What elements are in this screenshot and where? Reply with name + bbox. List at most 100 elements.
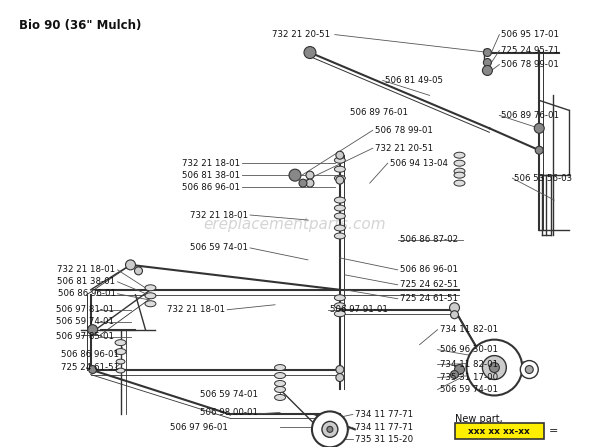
Text: 734 11 77-71: 734 11 77-71: [355, 423, 413, 432]
Text: 732 21 20-51: 732 21 20-51: [375, 144, 433, 153]
Ellipse shape: [335, 303, 345, 309]
Text: 725 24 61-51: 725 24 61-51: [61, 363, 119, 372]
Text: 725 24 95-71: 725 24 95-71: [502, 46, 559, 55]
Bar: [454, 423, 544, 439]
Circle shape: [454, 365, 464, 375]
Ellipse shape: [335, 311, 345, 317]
Ellipse shape: [454, 160, 465, 166]
Circle shape: [336, 374, 344, 382]
Text: 506 98 00-01: 506 98 00-01: [200, 408, 258, 417]
Circle shape: [327, 426, 333, 432]
Circle shape: [535, 123, 544, 134]
Text: 506 81 38-01: 506 81 38-01: [57, 277, 116, 286]
Text: 506 59 74-01: 506 59 74-01: [190, 243, 248, 252]
Ellipse shape: [274, 395, 286, 401]
Ellipse shape: [335, 157, 345, 163]
Circle shape: [312, 411, 348, 447]
Text: 506 86 87-02: 506 86 87-02: [399, 236, 458, 245]
Ellipse shape: [454, 172, 465, 178]
Text: 732 21 18-01: 732 21 18-01: [182, 159, 240, 168]
Text: 506 86 96-01: 506 86 96-01: [61, 350, 119, 359]
Text: New part,: New part,: [454, 414, 502, 424]
Text: 506 96 30-01: 506 96 30-01: [440, 345, 497, 354]
Circle shape: [289, 169, 301, 181]
Ellipse shape: [274, 380, 286, 387]
Text: 506 53 56-03: 506 53 56-03: [514, 174, 572, 183]
Circle shape: [336, 151, 344, 159]
Ellipse shape: [115, 340, 126, 345]
Circle shape: [483, 59, 491, 66]
Text: 732 21 18-01: 732 21 18-01: [57, 265, 116, 274]
Ellipse shape: [335, 233, 345, 239]
Ellipse shape: [116, 368, 125, 373]
Text: 506 81 38-01: 506 81 38-01: [182, 171, 240, 180]
Circle shape: [535, 146, 543, 154]
Text: xxx xx xx-xx: xxx xx xx-xx: [468, 427, 530, 436]
Circle shape: [304, 47, 316, 59]
Text: 506 86 96-01: 506 86 96-01: [58, 289, 116, 298]
Text: 735 31 17-00: 735 31 17-00: [440, 373, 498, 382]
Text: 506 97 91-01: 506 97 91-01: [330, 305, 388, 314]
Ellipse shape: [335, 225, 345, 231]
Text: 506 59 74-01: 506 59 74-01: [200, 390, 258, 399]
Text: Bio 90 (36" Mulch): Bio 90 (36" Mulch): [19, 19, 141, 32]
Circle shape: [306, 179, 314, 187]
Text: 506 59 74-01: 506 59 74-01: [55, 317, 114, 326]
Text: 725 24 61-51: 725 24 61-51: [399, 294, 458, 303]
Text: 734 11 82-01: 734 11 82-01: [440, 360, 498, 369]
Text: 506 78 99-01: 506 78 99-01: [375, 126, 432, 135]
Circle shape: [135, 267, 142, 275]
Text: 734 11 77-71: 734 11 77-71: [355, 410, 413, 419]
Text: 506 89 76-01: 506 89 76-01: [502, 111, 559, 120]
Ellipse shape: [335, 166, 345, 172]
Ellipse shape: [145, 293, 156, 299]
Text: 506 86 96-01: 506 86 96-01: [399, 265, 458, 274]
Circle shape: [483, 65, 493, 75]
Circle shape: [483, 356, 506, 379]
Text: 506 59 74-01: 506 59 74-01: [440, 385, 497, 394]
Text: =: =: [549, 426, 559, 436]
Circle shape: [451, 311, 458, 319]
Circle shape: [299, 179, 307, 187]
Ellipse shape: [115, 349, 126, 355]
Text: 734 11 82-01: 734 11 82-01: [440, 325, 498, 334]
Circle shape: [336, 366, 344, 374]
Text: 506 97 85-01: 506 97 85-01: [55, 332, 114, 341]
Circle shape: [525, 366, 533, 374]
Ellipse shape: [274, 387, 286, 392]
Ellipse shape: [116, 359, 125, 364]
Text: 732 21 18-01: 732 21 18-01: [167, 305, 225, 314]
Ellipse shape: [335, 205, 345, 211]
Text: ereplacementparts.com: ereplacementparts.com: [204, 216, 386, 232]
Ellipse shape: [145, 301, 156, 307]
Text: 732 21 20-51: 732 21 20-51: [272, 30, 330, 39]
Text: 506 94 13-04: 506 94 13-04: [390, 159, 448, 168]
Ellipse shape: [335, 197, 345, 203]
Ellipse shape: [335, 175, 345, 181]
Ellipse shape: [454, 180, 465, 186]
Circle shape: [451, 370, 458, 379]
Circle shape: [322, 422, 338, 437]
Ellipse shape: [454, 152, 465, 158]
Ellipse shape: [145, 285, 156, 291]
Circle shape: [88, 366, 97, 374]
Text: 506 95 17-01: 506 95 17-01: [502, 30, 559, 39]
Text: 506 78 99-01: 506 78 99-01: [502, 60, 559, 69]
Ellipse shape: [274, 373, 286, 379]
Circle shape: [306, 171, 314, 179]
Circle shape: [450, 303, 460, 313]
Text: 725 24 62-51: 725 24 62-51: [399, 280, 458, 289]
Ellipse shape: [335, 295, 345, 301]
Ellipse shape: [454, 168, 465, 174]
Ellipse shape: [335, 213, 345, 219]
Text: 735 31 15-20: 735 31 15-20: [355, 435, 413, 444]
Circle shape: [126, 260, 136, 270]
Circle shape: [88, 325, 97, 335]
Text: 506 81 49-05: 506 81 49-05: [385, 76, 442, 85]
Circle shape: [520, 361, 538, 379]
Text: 506 97 81-01: 506 97 81-01: [55, 305, 114, 314]
Circle shape: [483, 48, 491, 56]
Ellipse shape: [274, 365, 286, 370]
Circle shape: [467, 340, 522, 396]
Text: 506 86 96-01: 506 86 96-01: [182, 183, 240, 192]
